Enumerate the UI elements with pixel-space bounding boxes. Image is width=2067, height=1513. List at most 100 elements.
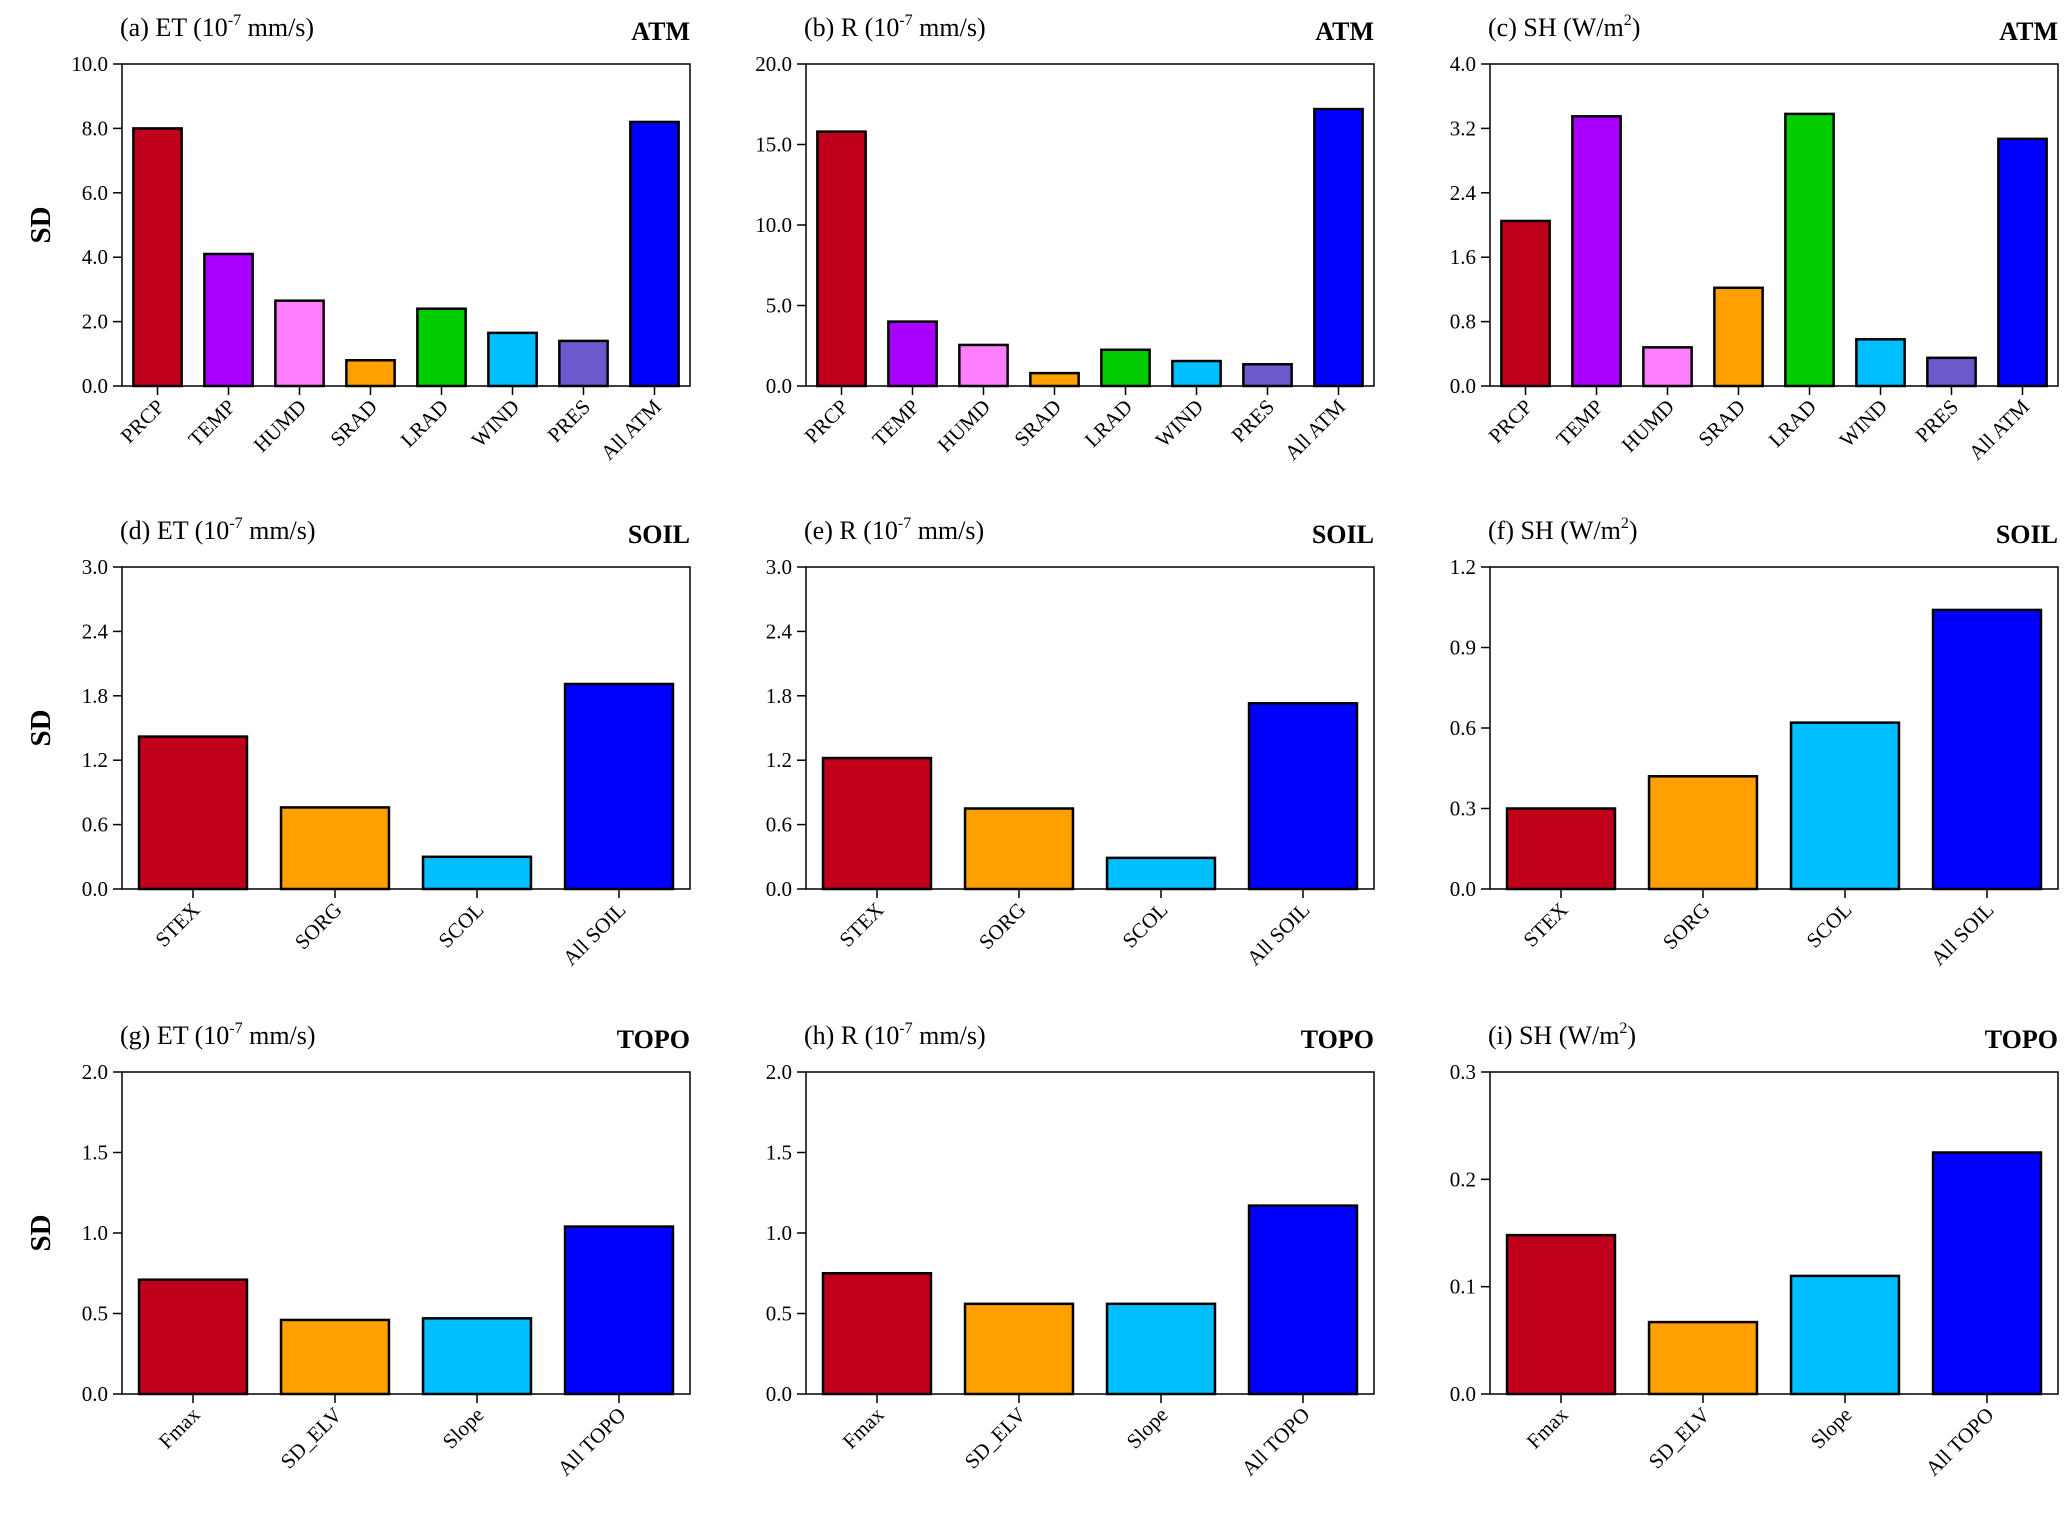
panel-title-main: (c) SH (W/m [1488, 13, 1624, 42]
x-category-label: LRAD [396, 395, 453, 452]
bar-all-atm [1997, 137, 2048, 388]
panel-title-main: (b) R (10 [804, 13, 899, 42]
y-tick-label: 1.5 [766, 1141, 792, 1165]
y-tick-label: 8.0 [82, 116, 108, 140]
bar-scol [1105, 856, 1217, 891]
y-tick-label: 3.0 [82, 555, 108, 579]
panel-title-rest: mm/s) [913, 1021, 986, 1050]
x-category-label: SRAD [1009, 395, 1066, 452]
x-category-label: WIND [1835, 395, 1892, 452]
group-label: SOIL [1312, 520, 1374, 549]
bar-all-soil [563, 682, 675, 891]
y-tick-label: 15.0 [755, 133, 792, 157]
bar-sorg [1647, 775, 1759, 891]
bar-all-atm [1313, 107, 1364, 388]
y-tick-label: 1.2 [1450, 555, 1476, 579]
bar-temp [203, 252, 254, 388]
bar-prcp [132, 127, 183, 388]
bar-slope [1105, 1302, 1217, 1396]
x-category-label: All SOIL [1242, 898, 1315, 971]
y-tick-label: 2.0 [766, 1060, 792, 1084]
panel-title-rest: ) [1627, 1021, 1636, 1050]
x-category-label: PRCP [1484, 395, 1537, 448]
y-tick-label: 2.4 [766, 619, 793, 643]
y-tick-label: 0.0 [766, 1382, 792, 1406]
y-tick-label: 0.6 [82, 813, 108, 837]
y-axis-label: SD [25, 206, 57, 243]
panel-title-rest: mm/s) [243, 1021, 316, 1050]
x-category-label: SCOL [1802, 898, 1857, 953]
panel-title-sup: -7 [899, 1020, 912, 1037]
bar-wind [1855, 338, 1906, 388]
y-tick-label: 0.0 [1450, 877, 1476, 901]
panel-i: 0.0 0.1 0.2 0.3 Fmax SD_ELV Slope All TOPO (i) S… [1450, 1020, 2059, 1480]
x-category-label: Fmax [838, 1402, 889, 1453]
panel-title-sup: -7 [228, 12, 241, 29]
bar-lrad [1100, 348, 1151, 388]
x-category-label: SCOL [1118, 898, 1173, 953]
y-axis-label: SD [25, 709, 57, 746]
x-category-label: TEMP [183, 395, 240, 452]
x-category-label: STEX [150, 898, 204, 952]
panel-title-main: (g) ET (10 [120, 1021, 229, 1050]
y-tick-label: 0.0 [766, 374, 792, 398]
y-tick-label: 1.0 [766, 1221, 792, 1245]
x-category-label: PRES [1227, 395, 1279, 447]
y-tick-label: 1.6 [1450, 245, 1476, 269]
y-tick-label: 1.8 [82, 684, 108, 708]
panel-title-rest: ) [1629, 516, 1638, 545]
group-label: SOIL [1996, 520, 2058, 549]
panel-title: (h) R (10-7 mm/s) [804, 1020, 986, 1050]
panel-title-sup: -7 [229, 1020, 242, 1037]
x-category-label: SCOL [434, 898, 489, 953]
x-category-label: TEMP [1551, 395, 1608, 452]
x-category-label: All ATM [1280, 394, 1350, 464]
panel-d: 0.0 0.6 1.2 1.8 2.4 3.0 STEX SORG SCOL All SOIL (d… [25, 515, 691, 970]
bar-pres [1242, 363, 1293, 388]
bar-srad [345, 358, 396, 388]
group-label: TOPO [1301, 1025, 1374, 1054]
x-category-label: STEX [834, 898, 888, 952]
y-tick-label: 6.0 [82, 181, 108, 205]
panel-title-rest: mm/s) [243, 516, 316, 545]
y-tick-label: 1.5 [82, 1141, 108, 1165]
x-category-label: SRAD [325, 395, 382, 452]
group-label: TOPO [617, 1025, 690, 1054]
y-tick-label: 4.0 [82, 245, 108, 269]
panel-title: (f) SH (W/m2) [1488, 515, 1638, 545]
x-category-label: Fmax [1522, 1402, 1573, 1453]
panel-title: (i) SH (W/m2) [1488, 1020, 1636, 1050]
x-category-label: PRES [543, 395, 595, 447]
x-category-label: SORG [974, 898, 1031, 955]
y-tick-label: 0.5 [82, 1302, 108, 1326]
y-tick-label: 0.5 [766, 1302, 792, 1326]
x-category-label: All SOIL [1926, 898, 1999, 971]
panel-title-sup: -7 [898, 515, 911, 532]
y-tick-label: 0.0 [82, 877, 108, 901]
bar-fmax [1505, 1233, 1617, 1396]
x-category-label: PRCP [116, 395, 169, 448]
bar-prcp [816, 130, 867, 388]
bar-humd [274, 299, 325, 388]
bar-lrad [416, 307, 467, 388]
bar-slope [1789, 1274, 1901, 1396]
bar-lrad [1784, 112, 1835, 388]
bar-scol [421, 855, 533, 891]
panel-title-sup: -7 [229, 515, 242, 532]
x-category-label: SORG [290, 898, 347, 955]
bar-srad [1029, 371, 1080, 388]
x-category-label: LRAD [1080, 395, 1137, 452]
group-label: ATM [1315, 17, 1374, 46]
panel-title-sup: 2 [1624, 12, 1632, 29]
y-tick-label: 2.4 [82, 619, 109, 643]
bar-scol [1789, 721, 1901, 891]
y-tick-label: 0.3 [1450, 1060, 1476, 1084]
panel-title-main: (i) SH (W/m [1488, 1021, 1619, 1050]
bar-stex [821, 756, 933, 891]
x-category-label: PRES [1911, 395, 1963, 447]
panel-f: 0.0 0.3 0.6 0.9 1.2 STEX SORG SCOL All SOIL (f) S… [1450, 515, 2059, 971]
x-category-label: PRCP [800, 395, 853, 448]
x-category-label: All ATM [1964, 394, 2034, 464]
bar-pres [558, 339, 609, 388]
x-category-label: Slope [1122, 1403, 1173, 1454]
